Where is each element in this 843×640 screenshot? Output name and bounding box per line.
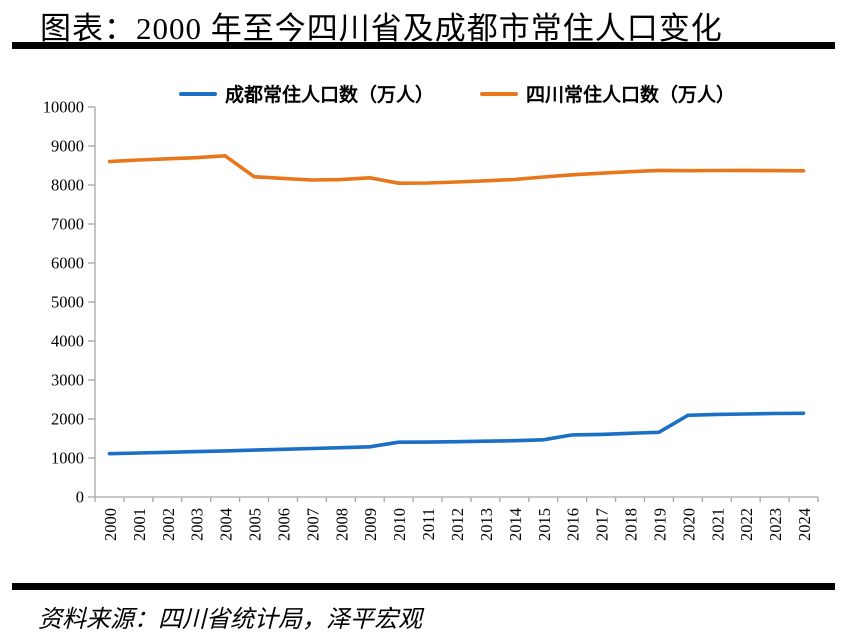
svg-text:8000: 8000 (51, 176, 84, 195)
svg-text:2002: 2002 (159, 508, 178, 541)
svg-text:2006: 2006 (274, 508, 293, 541)
legend-item-chengdu: 成都常住人口数（万人） (178, 80, 434, 107)
svg-text:10000: 10000 (43, 98, 84, 117)
svg-text:2018: 2018 (622, 508, 641, 541)
svg-text:2005: 2005 (246, 508, 265, 541)
svg-text:3000: 3000 (51, 371, 84, 390)
svg-text:2022: 2022 (737, 508, 756, 541)
svg-text:2003: 2003 (188, 508, 207, 541)
svg-text:2015: 2015 (535, 508, 554, 541)
chart-legend: 成都常住人口数（万人） 四川常住人口数（万人） (95, 80, 819, 107)
svg-text:2004: 2004 (217, 508, 236, 541)
svg-text:9000: 9000 (51, 137, 84, 156)
source-divider (12, 583, 835, 590)
svg-text:2021: 2021 (708, 508, 727, 541)
svg-text:2007: 2007 (303, 508, 322, 541)
svg-text:2016: 2016 (564, 508, 583, 541)
svg-text:2010: 2010 (390, 508, 409, 541)
svg-text:2024: 2024 (795, 508, 814, 541)
svg-text:1000: 1000 (51, 449, 84, 468)
svg-text:2011: 2011 (419, 508, 438, 540)
chengdu-line-swatch-icon (178, 91, 217, 96)
svg-text:5000: 5000 (51, 293, 84, 312)
sichuan-line-swatch-icon (480, 91, 518, 96)
svg-text:2019: 2019 (650, 508, 669, 541)
svg-text:2017: 2017 (593, 508, 612, 541)
svg-text:2020: 2020 (679, 508, 698, 541)
legend-label-sichuan: 四川常住人口数（万人） (526, 85, 736, 106)
svg-text:2000: 2000 (101, 508, 120, 541)
svg-text:2008: 2008 (332, 508, 351, 541)
svg-text:2013: 2013 (477, 508, 496, 541)
page-title: 图表：2000 年至今四川省及成都市常住人口变化 (40, 11, 723, 46)
svg-text:6000: 6000 (51, 254, 84, 273)
svg-text:2023: 2023 (766, 508, 785, 541)
svg-text:4000: 4000 (51, 332, 84, 351)
svg-text:0: 0 (76, 488, 84, 507)
svg-text:2000: 2000 (51, 410, 84, 429)
svg-text:2001: 2001 (130, 508, 149, 541)
svg-text:7000: 7000 (51, 215, 84, 234)
legend-item-sichuan: 四川常住人口数（万人） (480, 80, 735, 107)
svg-text:2014: 2014 (506, 508, 525, 541)
svg-text:2009: 2009 (361, 508, 380, 541)
source-note: 资料来源：四川省统计局，泽平宏观 (38, 607, 422, 633)
legend-label-chengdu: 成都常住人口数（万人） (224, 85, 434, 106)
svg-text:2012: 2012 (448, 508, 467, 541)
title-divider (12, 42, 835, 49)
